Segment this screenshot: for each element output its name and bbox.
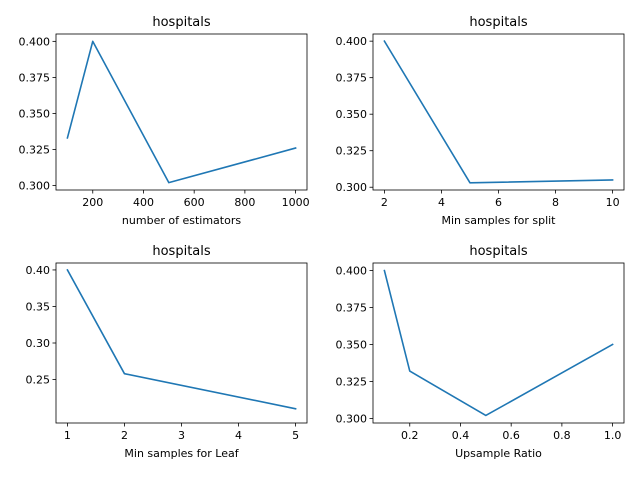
y-tick-label: 0.300	[336, 412, 368, 425]
x-tick-label: 8	[552, 196, 559, 209]
series-line	[66, 40, 297, 184]
x-tick-label: 5	[292, 429, 299, 442]
series-line	[66, 268, 297, 410]
axes-frame	[372, 33, 625, 191]
y-tick-label: 0.375	[19, 71, 51, 84]
series-line	[383, 269, 614, 417]
x-tick-label: 0.2	[401, 429, 419, 442]
y-tick-label: 0.325	[336, 375, 368, 388]
y-tick-label: 0.25	[26, 374, 51, 387]
x-tick-label: 0.8	[553, 429, 571, 442]
y-tick-label: 0.325	[336, 145, 368, 158]
x-axis-label: Min samples for Leaf	[124, 447, 239, 460]
x-tick-label: 4	[235, 429, 242, 442]
x-tick-label: 2	[381, 196, 388, 209]
subplot-upsample: hospitals 0.2 0.4 0.6 0.8 1.0 0.300 0.325 0.350 0…	[336, 244, 625, 460]
axes-frame	[372, 262, 625, 424]
x-tick-label: 6	[495, 196, 502, 209]
chart-title: hospitals	[152, 15, 211, 30]
chart-title: hospitals	[469, 244, 528, 259]
x-tick-label: 800	[234, 196, 255, 209]
y-tick-label: 0.400	[336, 265, 368, 278]
x-tick-label: 0.6	[502, 429, 520, 442]
y-tick-label: 0.325	[19, 143, 51, 156]
y-tick-label: 0.40	[26, 264, 51, 277]
x-tick-label: 1	[64, 429, 71, 442]
y-tick-label: 0.30	[26, 337, 51, 350]
x-tick-label: 3	[178, 429, 185, 442]
x-tick-label: 200	[82, 196, 103, 209]
y-tick-label: 0.375	[336, 72, 368, 85]
y-tick-label: 0.400	[19, 35, 51, 48]
y-tick-label: 0.350	[336, 338, 368, 351]
x-axis-label: Upsample Ratio	[455, 447, 542, 460]
x-axis-label: number of estimators	[122, 214, 241, 227]
x-tick-label: 0.4	[452, 429, 470, 442]
x-tick-label: 2	[121, 429, 128, 442]
axes-frame	[55, 262, 308, 424]
y-tick-label: 0.35	[26, 300, 51, 313]
subplot-leaf: hospitals 1 2 3 4 5 0.25 0.30 0.35 0.40 Min sample…	[26, 244, 308, 460]
series-line	[383, 40, 614, 184]
x-tick-label: 10	[606, 196, 620, 209]
x-tick-label: 400	[133, 196, 154, 209]
chart-title: hospitals	[469, 15, 528, 30]
x-tick-label: 600	[184, 196, 205, 209]
subplot-split: hospitals 2 4 6 8 10 0.300 0.325 0.350 0.375 0.400…	[336, 15, 625, 227]
x-axis-label: Min samples for split	[442, 214, 557, 227]
y-tick-label: 0.300	[336, 181, 368, 194]
y-tick-label: 0.350	[19, 107, 51, 120]
x-tick-label: 4	[438, 196, 445, 209]
y-tick-label: 0.350	[336, 108, 368, 121]
y-tick-label: 0.300	[19, 180, 51, 193]
y-tick-label: 0.400	[336, 35, 368, 48]
axes-frame	[55, 33, 308, 191]
subplot-estimators: hospitals 200 400 600 800 1000 0.300 0.325 0.350…	[19, 15, 310, 227]
y-tick-label: 0.375	[336, 302, 368, 315]
x-tick-label: 1000	[282, 196, 310, 209]
x-tick-label: 1.0	[604, 429, 622, 442]
chart-title: hospitals	[152, 244, 211, 259]
